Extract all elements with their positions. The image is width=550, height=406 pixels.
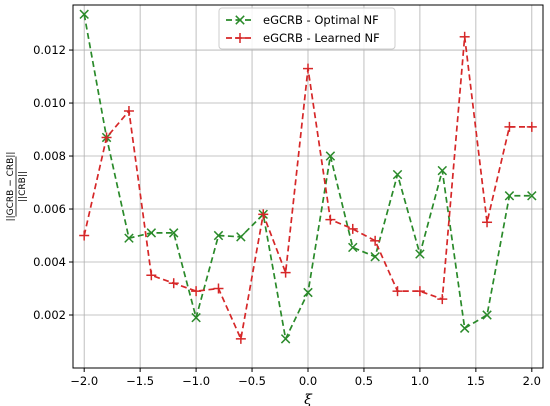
legend-marker-stroke-b: [235, 15, 245, 25]
data-point-stroke-b: [280, 334, 291, 344]
data-point-stroke-b: [124, 233, 134, 243]
data-point-stroke-b: [79, 9, 89, 20]
x-tick-label: −1.5: [126, 374, 154, 388]
data-point-stroke-b: [527, 191, 537, 201]
data-point-stroke-b: [348, 242, 358, 253]
legend-label: eGCRB - Optimal NF: [263, 13, 379, 27]
data-point-stroke-b: [191, 312, 201, 323]
series-layer: [79, 9, 537, 344]
data-point-stroke-b: [482, 310, 492, 320]
data-point-stroke-b: [459, 323, 470, 333]
legend-item: eGCRB - Learned NF: [226, 31, 380, 45]
legend-label: eGCRB - Learned NF: [263, 31, 380, 45]
y-tick-label: 0.012: [33, 43, 66, 57]
legend-item: eGCRB - Optimal NF: [226, 13, 379, 27]
x-axis-label: ξ: [304, 392, 313, 406]
legend-box: [218, 7, 396, 50]
y-tick-label: 0.008: [33, 149, 66, 163]
x-tick-label: −0.5: [238, 374, 266, 388]
x-tick-label: 0.0: [299, 374, 317, 388]
x-tick-label: 1.0: [411, 374, 429, 388]
series-1: [79, 9, 537, 344]
x-tick-label: 2.0: [523, 374, 541, 388]
tick-layer: −2.0 −1.5 −1.0 −0.5 0.0 0.5 1.0 1.5 2.0 0.002 0.00…: [33, 43, 541, 388]
data-point-stroke-b: [325, 151, 336, 161]
data-point-stroke-b: [415, 249, 425, 259]
data-point-stroke-b: [168, 228, 179, 238]
x-tick-label: 0.5: [355, 374, 373, 388]
data-point-stroke-b: [392, 169, 403, 180]
x-tick-label: −1.0: [182, 374, 210, 388]
y-tick-label: 0.006: [33, 202, 66, 216]
x-tick-label: −2.0: [70, 374, 98, 388]
grid: [73, 5, 543, 368]
data-point-stroke-b: [303, 287, 313, 298]
y-tick-label: 0.010: [33, 96, 66, 110]
data-point-stroke-b: [146, 228, 157, 238]
y-axis-label-numerator: ||GCRB − CRB||: [6, 152, 16, 222]
legend: eGCRB - Optimal NF eGCRB - Learned NF: [218, 7, 396, 50]
data-point-stroke-b: [437, 165, 448, 176]
data-point-stroke-b: [236, 232, 246, 242]
x-tick-label: 1.5: [467, 374, 485, 388]
y-axis-label-denominator: ||CRB||: [18, 171, 28, 202]
data-point-stroke-b: [370, 251, 380, 262]
data-point-stroke-b: [213, 230, 224, 241]
y-tick-label: 0.004: [33, 255, 66, 269]
series-2: [79, 31, 537, 344]
data-point-stroke-b: [504, 191, 515, 201]
y-tick-label: 0.002: [33, 308, 66, 322]
y-axis-label: ||GCRB − CRB|| ||CRB||: [6, 152, 28, 222]
